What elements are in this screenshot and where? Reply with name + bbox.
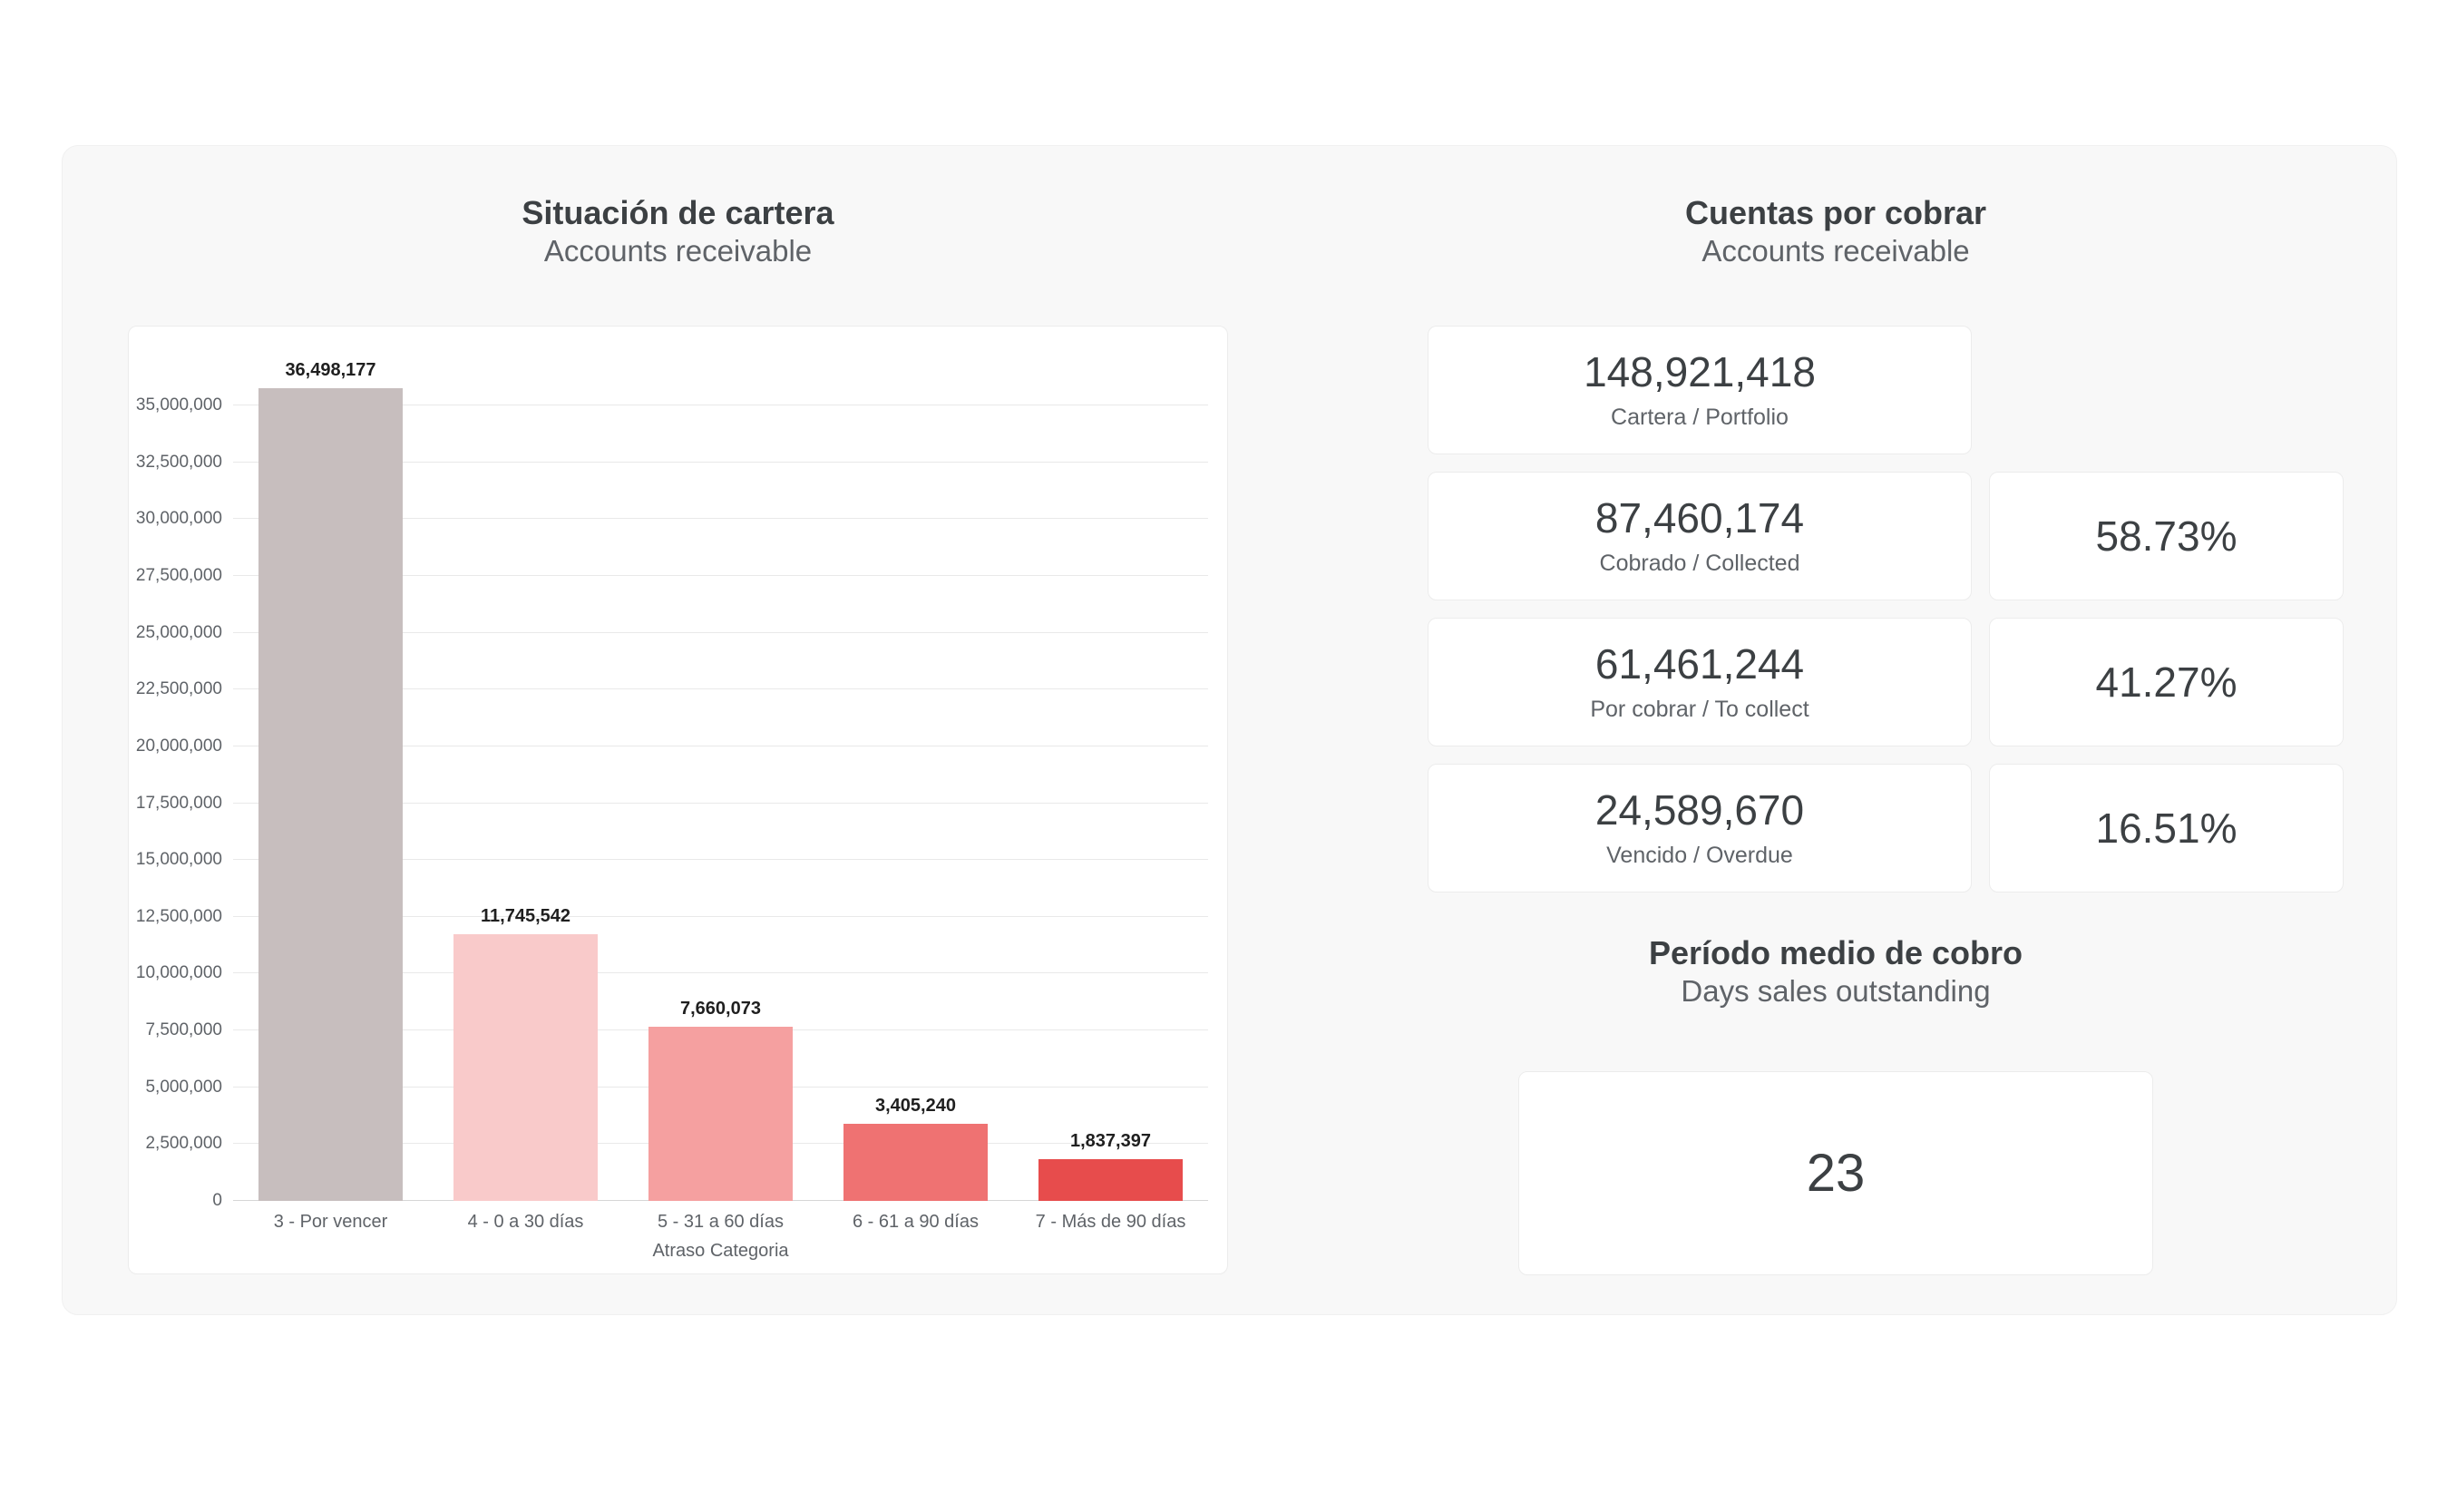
x-axis-title: Atraso Categoria: [652, 1241, 789, 1261]
dso-card: 23: [1518, 1071, 2153, 1275]
y-tick-label: 10,000,000: [135, 963, 222, 983]
y-tick-label: 25,000,000: [135, 622, 222, 642]
chart-plot-area: 36,498,177 11,745,542 7,660,073 3,405,240 1,…: [233, 360, 1208, 1201]
chart-bars: 36,498,177 11,745,542 7,660,073 3,405,240 1,…: [233, 360, 1208, 1201]
kpi-label-overdue: Vencido / Overdue: [1606, 842, 1793, 868]
kpi-label-to-collect: Por cobrar / To collect: [1590, 696, 1809, 722]
kpi-section-subtitle: Accounts receivable: [1701, 234, 1970, 268]
bar-column: 36,498,177: [233, 360, 428, 1201]
kpi-row-collected: 87,460,174 Cobrado / Collected 58.73%: [1428, 472, 2344, 600]
kpi-card-collected: 87,460,174 Cobrado / Collected: [1428, 472, 1972, 600]
x-axis-labels: 3 - Por vencer 4 - 0 a 30 días 5 - 31 a 60…: [233, 1212, 1208, 1233]
y-tick-label: 12,500,000: [135, 906, 222, 926]
bar[interactable]: [258, 388, 404, 1201]
bar-value-label: 1,837,397: [1070, 1130, 1151, 1151]
bar[interactable]: [843, 1123, 989, 1201]
y-tick-label: 27,500,000: [135, 566, 222, 586]
bar-column: 1,837,397: [1013, 360, 1208, 1201]
x-tick-label: 7 - Más de 90 días: [1035, 1212, 1186, 1232]
kpi-value-portfolio: 148,921,418: [1584, 348, 1816, 396]
kpi-label-portfolio: Cartera / Portfolio: [1611, 404, 1789, 430]
kpi-row-to-collect: 61,461,244 Por cobrar / To collect 41.27…: [1428, 618, 2344, 746]
bar-value-label: 11,745,542: [481, 905, 570, 926]
kpi-value-overdue: 24,589,670: [1594, 786, 1805, 834]
kpi-cards: 148,921,418 Cartera / Portfolio 87,460,1…: [1428, 326, 2344, 893]
gridline: [233, 631, 1208, 633]
x-tick-label: 4 - 0 a 30 días: [467, 1212, 584, 1232]
bar[interactable]: [1038, 1158, 1184, 1201]
bar-value-label: 7,660,073: [680, 999, 761, 1019]
kpi-label-collected: Cobrado / Collected: [1599, 550, 1800, 576]
gridline: [233, 859, 1208, 861]
gridline: [233, 461, 1208, 463]
y-tick-label: 5,000,000: [145, 1077, 222, 1097]
kpi-percent-card-overdue: 16.51%: [1989, 764, 2344, 893]
dashboard-panel: Situación de cartera Accounts receivable…: [62, 145, 2397, 1315]
gridline: [233, 802, 1208, 804]
kpi-card-portfolio: 148,921,418 Cartera / Portfolio: [1428, 326, 1972, 454]
dso-title: Período medio de cobro: [1648, 934, 2023, 971]
kpi-row-portfolio: 148,921,418 Cartera / Portfolio: [1428, 326, 2344, 454]
gridline: [233, 575, 1208, 577]
kpi-section-header: Cuentas por cobrar Accounts receivable: [1378, 193, 2294, 269]
kpi-value-to-collect: 61,461,244: [1594, 640, 1805, 688]
y-tick-label: 22,500,000: [135, 679, 222, 699]
x-tick-label: 3 - Por vencer: [273, 1212, 388, 1232]
y-tick-label: 35,000,000: [135, 395, 222, 415]
y-tick-label: 30,000,000: [135, 509, 222, 529]
kpi-card-to-collect: 61,461,244 Por cobrar / To collect: [1428, 618, 1972, 746]
y-tick-label: 17,500,000: [135, 793, 222, 813]
kpi-row-overdue: 24,589,670 Vencido / Overdue 16.51%: [1428, 764, 2344, 893]
chart-title: Situación de cartera: [522, 194, 834, 231]
y-tick-label: 0: [212, 1191, 222, 1210]
y-tick-label: 20,000,000: [135, 736, 222, 756]
bar-value-label: 3,405,240: [875, 1095, 956, 1116]
kpi-percent-card-collected: 58.73%: [1989, 472, 2344, 600]
y-tick-label: 7,500,000: [145, 1020, 222, 1040]
y-tick-label: 2,500,000: [145, 1134, 222, 1154]
x-tick-label: 6 - 61 a 90 días: [853, 1212, 979, 1232]
gridline: [233, 518, 1208, 520]
bar-column: 7,660,073: [623, 360, 818, 1201]
kpi-section-title: Cuentas por cobrar: [1684, 194, 1987, 231]
chart-section-header: Situación de cartera Accounts receivable: [128, 193, 1228, 269]
kpi-percent-to-collect: 41.27%: [2095, 658, 2238, 706]
y-tick-label: 15,000,000: [135, 850, 222, 870]
kpi-card-overdue: 24,589,670 Vencido / Overdue: [1428, 764, 1972, 893]
x-tick-label: 5 - 31 a 60 días: [658, 1212, 784, 1232]
y-axis-labels: 0 2,500,000 5,000,000 7,500,000 10,000,000 12…: [129, 360, 222, 1210]
y-tick-label: 32,500,000: [135, 452, 222, 472]
bar[interactable]: [453, 933, 599, 1201]
kpi-value-collected: 87,460,174: [1594, 494, 1805, 542]
dso-section-header: Período medio de cobro Days sales outsta…: [1378, 933, 2294, 1010]
gridline: [233, 915, 1208, 917]
kpi-percent-card-to-collect: 41.27%: [1989, 618, 2344, 746]
gridline: [233, 972, 1208, 974]
chart-subtitle: Accounts receivable: [543, 234, 813, 268]
dso-value: 23: [1806, 1144, 1866, 1203]
bar[interactable]: [648, 1027, 794, 1201]
kpi-percent-overdue: 16.51%: [2095, 805, 2238, 852]
bar-column: 11,745,542: [428, 360, 623, 1201]
bar-column: 3,405,240: [818, 360, 1013, 1201]
kpi-percent-collected: 58.73%: [2095, 512, 2238, 560]
bar-chart-card: 0 2,500,000 5,000,000 7,500,000 10,000,000 12…: [128, 326, 1228, 1274]
dso-subtitle: Days sales outstanding: [1681, 974, 1991, 1009]
bar-value-label: 36,498,177: [285, 360, 376, 380]
gridline: [233, 688, 1208, 690]
